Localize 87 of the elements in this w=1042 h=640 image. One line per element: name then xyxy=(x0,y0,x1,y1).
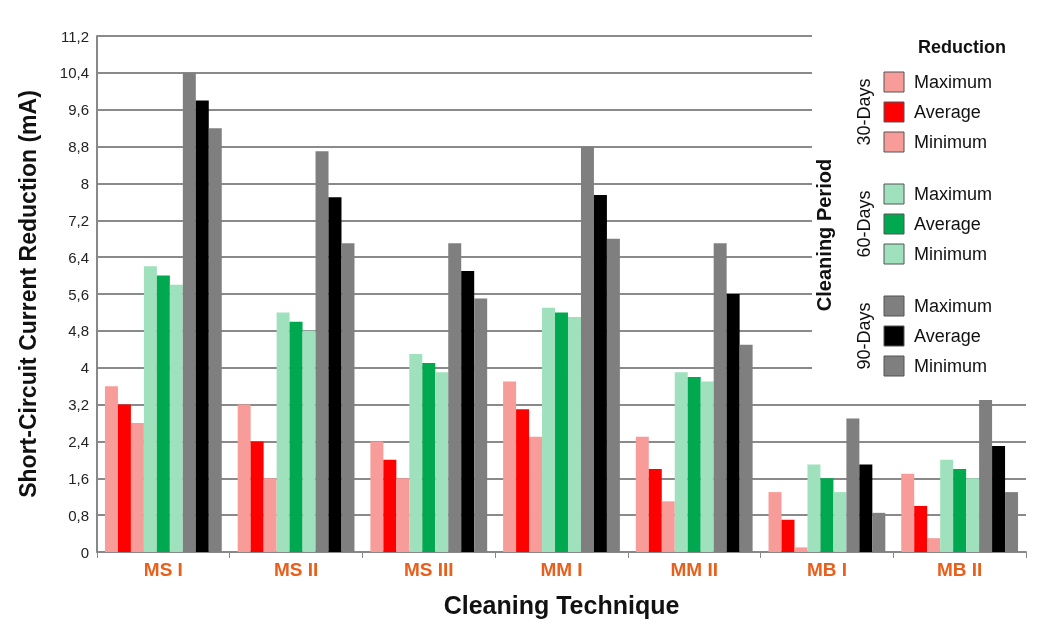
bar xyxy=(567,317,581,552)
y-tick-label: 4 xyxy=(80,359,89,377)
y-tick-label: 8,8 xyxy=(68,138,89,156)
y-tick-label: 0,8 xyxy=(68,506,89,524)
bar xyxy=(833,492,847,552)
bar xyxy=(117,404,131,552)
legend-label: Minimum xyxy=(914,132,988,152)
x-tick-label: MM II xyxy=(670,559,718,580)
bar xyxy=(328,197,342,552)
x-tick-label: MS I xyxy=(143,559,183,580)
bar xyxy=(927,538,941,552)
bar xyxy=(130,423,144,552)
bar xyxy=(409,353,423,552)
y-tick-label: 6,4 xyxy=(68,248,89,266)
bar xyxy=(542,307,556,552)
bar xyxy=(807,464,821,552)
legend-label: Average xyxy=(914,214,981,234)
bar xyxy=(516,409,530,552)
bar xyxy=(700,381,714,552)
bar xyxy=(383,459,397,552)
y-tick-label: 10,4 xyxy=(59,64,89,82)
bar xyxy=(768,492,782,552)
bar xyxy=(263,478,277,552)
bar xyxy=(726,294,740,552)
bar xyxy=(687,376,701,552)
legend-label: Minimum xyxy=(914,244,988,264)
y-axis-title: Short-Circuit Current Reduction (mA) xyxy=(14,90,41,498)
y-tick-label: 1,6 xyxy=(68,469,89,487)
bar xyxy=(940,459,954,552)
annotation: Cleaning Period xyxy=(813,158,835,312)
bar xyxy=(156,275,170,552)
x-tick-label: MB I xyxy=(806,559,847,580)
bar xyxy=(794,547,808,552)
bar xyxy=(781,519,795,552)
bar xyxy=(370,441,384,552)
legend-label: Maximum xyxy=(914,72,993,92)
x-tick-label: MS III xyxy=(403,559,454,580)
bar xyxy=(435,372,449,552)
bar xyxy=(635,436,649,552)
bar xyxy=(953,469,967,552)
x-tick-label: MS II xyxy=(273,559,319,580)
bar xyxy=(992,446,1006,552)
legend-label: Average xyxy=(914,102,981,122)
bar xyxy=(461,270,475,552)
y-tick-label: 7,2 xyxy=(68,211,89,229)
y-tick-label: 9,6 xyxy=(68,101,89,119)
annotation: 90-Days xyxy=(854,302,874,370)
bar xyxy=(396,478,410,552)
bar xyxy=(250,441,264,552)
bar xyxy=(503,381,517,552)
legend-label: Maximum xyxy=(914,184,993,204)
y-tick-label: 4,8 xyxy=(68,322,89,340)
bar xyxy=(648,469,662,552)
bar xyxy=(143,266,157,552)
bar xyxy=(966,478,980,552)
y-tick-label: 0 xyxy=(80,543,89,561)
bar xyxy=(901,473,915,552)
bar xyxy=(169,284,183,552)
annotation: 60-Days xyxy=(854,190,874,258)
bar xyxy=(104,386,118,552)
bar xyxy=(237,404,251,552)
y-tick-label: 8 xyxy=(80,174,89,192)
bar xyxy=(661,501,675,552)
y-tick-label: 11,2 xyxy=(60,27,89,45)
y-tick-label: 2,4 xyxy=(68,432,89,450)
bar xyxy=(529,436,543,552)
bar xyxy=(422,363,436,552)
x-tick-label: MM I xyxy=(540,559,583,580)
bar xyxy=(859,464,873,552)
bar xyxy=(820,478,834,552)
y-tick-label: 3,2 xyxy=(68,396,89,414)
bar xyxy=(276,312,290,552)
bar xyxy=(674,372,688,552)
legend-title: Reduction xyxy=(918,37,1006,57)
y-tick-label: 5,6 xyxy=(68,285,89,303)
bar xyxy=(289,321,303,552)
bar xyxy=(195,100,209,552)
bar xyxy=(555,312,568,552)
x-tick-label: MB II xyxy=(936,559,983,580)
legend-label: Average xyxy=(914,326,981,346)
annotation: 30-Days xyxy=(854,78,874,146)
legend-label: Maximum xyxy=(914,296,993,316)
legend-label: Minimum xyxy=(914,356,988,376)
x-axis-title: Cleaning Technique xyxy=(443,590,680,619)
bar xyxy=(302,330,316,552)
bar xyxy=(914,505,928,552)
bar xyxy=(593,194,607,552)
